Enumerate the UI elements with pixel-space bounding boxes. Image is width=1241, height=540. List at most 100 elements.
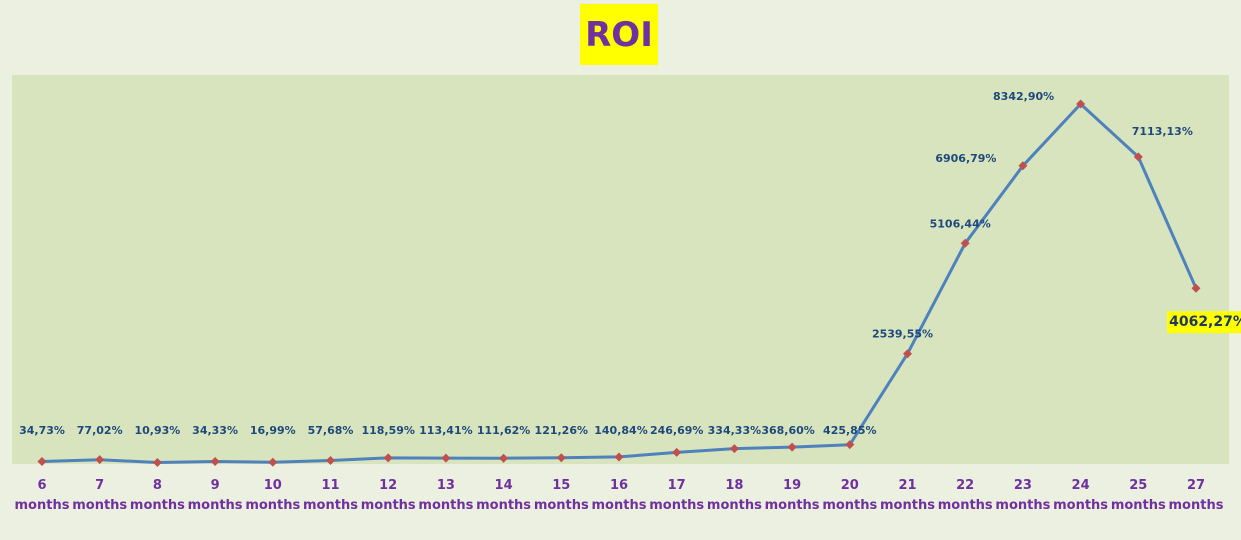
x-tick-label-line: 22 (956, 478, 974, 493)
x-tick-label-line: 11 (321, 478, 339, 493)
data-label: 113,41% (419, 424, 472, 437)
data-label: 334,33% (708, 424, 761, 437)
x-tick-label-line: months (1169, 498, 1224, 513)
x-tick-label: 6 months (15, 478, 70, 513)
data-label: 10,93% (134, 424, 180, 437)
x-tick-label-line: months (592, 498, 647, 513)
data-point-marker (499, 453, 509, 463)
data-point-marker (441, 453, 451, 463)
data-point-marker (787, 442, 797, 452)
x-tick-label: 7 months (72, 478, 127, 513)
x-tick-label-line: 9 (211, 478, 220, 493)
data-label: 57,68% (308, 424, 354, 437)
x-tick-label-line: months (765, 498, 820, 513)
x-tick-label: 22 months (938, 478, 993, 513)
x-tick-label-line: 14 (495, 478, 513, 493)
x-tick-label-line: 13 (437, 478, 455, 493)
x-tick-label-line: months (707, 498, 762, 513)
data-label: 7113,13% (1132, 125, 1193, 138)
x-tick-label: 27 months (1169, 478, 1224, 513)
x-tick-label: 19 months (765, 478, 820, 513)
x-tick-label-line: months (303, 498, 358, 513)
x-tick-label: 15 months (534, 478, 589, 513)
x-tick-label-line: 24 (1072, 478, 1090, 493)
x-tick-label-line: 21 (898, 478, 916, 493)
x-tick-label-line: months (1053, 498, 1108, 513)
data-point-marker (729, 444, 739, 454)
x-tick-label-line: months (188, 498, 243, 513)
data-label: 34,33% (192, 424, 238, 437)
plot-area (12, 75, 1229, 464)
data-point-marker (152, 458, 162, 468)
x-tick-label-line: 16 (610, 478, 628, 493)
data-point-marker (556, 453, 566, 463)
x-tick-label-line: months (245, 498, 300, 513)
data-label: 5106,44% (930, 217, 991, 230)
x-tick-label-line: months (418, 498, 473, 513)
x-tick-label-line: 10 (264, 478, 282, 493)
x-tick-label-line: months (476, 498, 531, 513)
x-tick-label: 21 months (880, 478, 935, 513)
x-tick-label-line: 18 (725, 478, 743, 493)
data-point-marker (1076, 99, 1086, 109)
x-tick-label: 18 months (707, 478, 762, 513)
x-tick-label: 20 months (822, 478, 877, 513)
data-point-marker (326, 456, 335, 466)
data-label: 4062,27% (1169, 314, 1241, 330)
x-tick-label-line: months (649, 498, 704, 513)
x-tick-label-line: months (361, 498, 416, 513)
data-label: 6906,79% (935, 152, 996, 165)
x-tick-label-line: months (822, 498, 877, 513)
data-label: 8342,90% (993, 90, 1054, 103)
data-point-marker (210, 457, 220, 467)
x-tick-label-line: 7 (95, 478, 104, 493)
x-tick-label: 24 months (1053, 478, 1108, 513)
data-label: 2539,55% (872, 328, 933, 341)
x-tick-label-line: months (1111, 498, 1166, 513)
data-label: 34,73% (19, 424, 65, 437)
x-tick-label: 10 months (245, 478, 300, 513)
data-label: 246,69% (650, 424, 703, 437)
data-label: 368,60% (761, 424, 814, 437)
data-point-marker (95, 455, 105, 465)
data-label: 16,99% (250, 424, 296, 437)
x-tick-label-line: 12 (379, 478, 397, 493)
data-label: 140,84% (594, 424, 647, 437)
x-tick-label-line: months (880, 498, 935, 513)
x-tick-label-line: months (995, 498, 1050, 513)
data-label: 121,26% (535, 424, 588, 437)
x-tick-label-line: 19 (783, 478, 801, 493)
x-tick-label: 17 months (649, 478, 704, 513)
x-tick-label: 12 months (361, 478, 416, 513)
data-label: 77,02% (77, 424, 123, 437)
x-tick-label-line: 20 (841, 478, 859, 493)
data-point-marker (903, 349, 912, 359)
data-label: 425,85% (823, 424, 876, 437)
data-point-marker (614, 452, 624, 462)
data-label: 111,62% (477, 424, 530, 437)
data-point-marker (1133, 152, 1143, 162)
x-tick-label-line: 27 (1187, 478, 1205, 493)
chart-title-box: ROI (580, 4, 658, 65)
chart-title: ROI (585, 14, 653, 55)
x-tick-label-line: 15 (552, 478, 570, 493)
x-tick-label: 14 months (476, 478, 531, 513)
x-tick-label-line: 8 (153, 478, 162, 493)
x-tick-label-line: months (72, 498, 127, 513)
x-tick-label: 16 months (592, 478, 647, 513)
x-tick-label: 13 months (418, 478, 473, 513)
data-point-marker (845, 440, 855, 450)
data-label-highlight (1167, 311, 1241, 334)
highlighted-data-label: 4062,27% (1167, 311, 1241, 334)
x-tick-label-line: months (534, 498, 589, 513)
data-point-marker (1018, 161, 1028, 171)
x-tick-label-line: 23 (1014, 478, 1032, 493)
x-tick-label-line: months (130, 498, 185, 513)
x-tick-label: 9 months (188, 478, 243, 513)
data-point-marker (37, 457, 47, 467)
data-point-marker (383, 453, 393, 463)
data-point-marker (1191, 283, 1201, 293)
x-tick-label: 23 months (995, 478, 1050, 513)
data-point-marker (960, 238, 970, 248)
